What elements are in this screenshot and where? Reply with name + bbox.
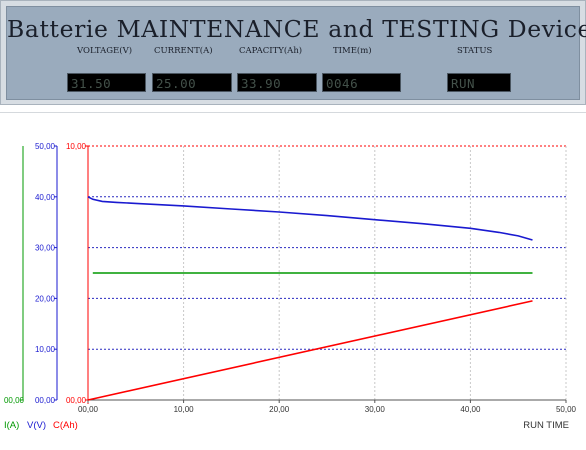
capacity-axis-title: C(Ah) — [53, 420, 78, 431]
capacity-label: CAPACITY(Ah) — [239, 46, 303, 56]
voltage-tick-label: 50,00 — [35, 142, 56, 151]
label-layer: 00,00 10,00 20,00 30,00 40,00 50,00 00,00 10,00… — [4, 142, 577, 431]
x-axis-title: RUN TIME — [523, 420, 569, 431]
capacity-series-line — [87, 300, 533, 401]
current-axis-title: I(A) — [4, 420, 19, 431]
x-tick-label: 50,00 — [556, 405, 577, 414]
time-display: 0046 — [322, 73, 401, 92]
voltage-tick-label: 10,00 — [35, 345, 56, 354]
current-tick-label: 00,00 — [4, 396, 25, 405]
x-tick-label: 40,00 — [460, 405, 481, 414]
header-panel: Batterie MAINTENANCE and TESTING Device … — [6, 6, 586, 100]
x-tick-label: 20,00 — [269, 405, 290, 414]
x-tick-label: 00,00 — [78, 405, 99, 414]
current-display: 25.00 — [152, 73, 232, 92]
voltage-tick-label: 00,00 — [35, 396, 56, 405]
device-title: Batterie MAINTENANCE and TESTING Device — [7, 15, 586, 43]
series-layer — [87, 196, 533, 401]
capacity-display: 33.90 — [237, 73, 317, 92]
voltage-tick-label: 30,00 — [35, 244, 56, 253]
axis-layer — [20, 145, 567, 404]
divider — [0, 112, 586, 113]
voltage-tick-label: 20,00 — [35, 294, 56, 303]
voltage-display: 31.50 — [67, 73, 146, 92]
x-tick-label: 30,00 — [365, 405, 386, 414]
capacity-tick-label: 00,00 — [66, 396, 87, 405]
header-frame: Batterie MAINTENANCE and TESTING Device … — [0, 0, 586, 105]
voltage-label: VOLTAGE(V) — [77, 46, 133, 56]
voltage-axis-title: V(V) — [27, 420, 46, 431]
status-label: STATUS — [457, 46, 493, 56]
run-chart: 00,00 10,00 20,00 30,00 40,00 50,00 00,00 10,00… — [4, 142, 577, 431]
x-tick-label: 10,00 — [174, 405, 195, 414]
current-label: CURRENT(A) — [154, 46, 213, 56]
voltage-tick-label: 40,00 — [35, 193, 56, 202]
voltage-series-line — [87, 196, 533, 241]
capacity-tick-label: 10,00 — [66, 142, 87, 151]
status-display: RUN — [447, 73, 511, 92]
time-label: TIME(m) — [333, 46, 372, 56]
